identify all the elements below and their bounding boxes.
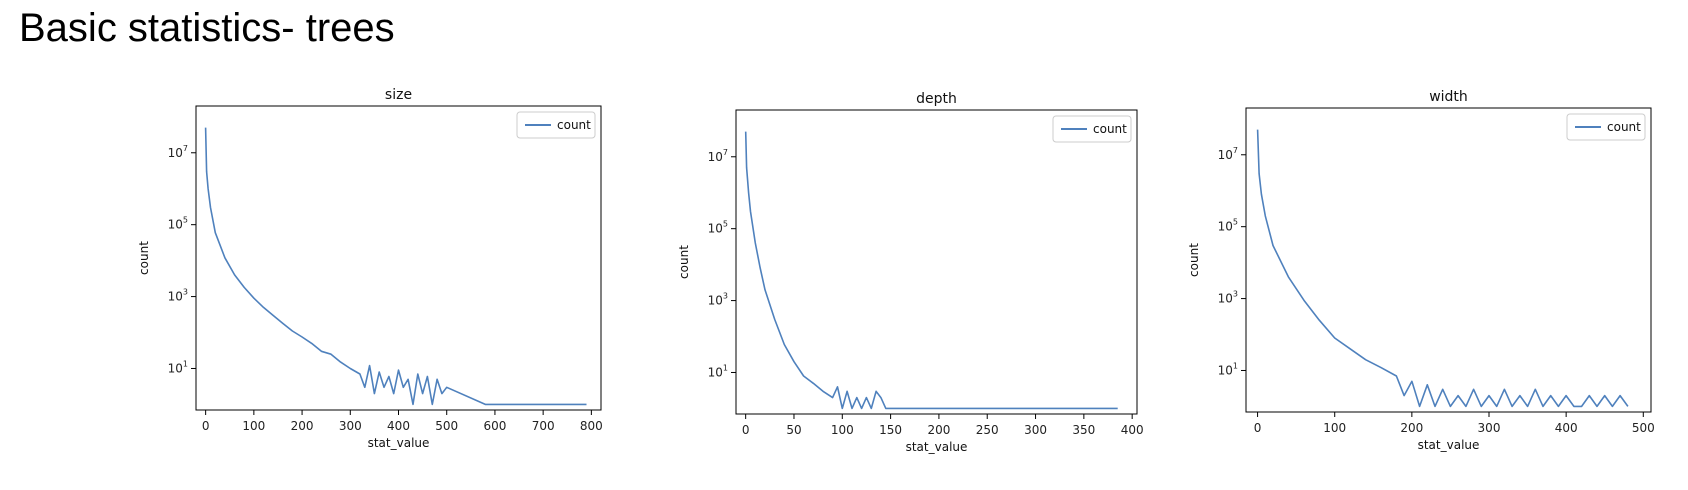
x-tick-label: 0 [742, 423, 750, 437]
x-tick-label: 300 [339, 419, 362, 433]
series-line-count [204, 127, 587, 406]
y-axis-label: count [137, 241, 151, 275]
x-axis-label: stat_value [368, 436, 430, 450]
y-tick-label: 103 [1218, 290, 1238, 306]
x-tick-label: 700 [532, 419, 555, 433]
legend-box [1566, 113, 1646, 141]
y-tick-label: 103 [168, 288, 188, 304]
x-tick-label: 350 [1072, 423, 1095, 437]
x-tick-label: 200 [927, 423, 950, 437]
legend-label: count [1093, 122, 1127, 136]
y-tick-label: 103 [708, 292, 728, 308]
x-tick-label: 200 [291, 419, 314, 433]
y-tick-label: 105 [708, 220, 728, 236]
x-tick-label: 800 [580, 419, 603, 433]
y-tick-label: 107 [708, 148, 728, 164]
x-tick-label: 300 [1478, 421, 1501, 435]
y-axis-label: count [677, 245, 691, 279]
slide-title: Basic statistics- trees [19, 6, 395, 50]
y-tick-label: 101 [708, 363, 728, 379]
legend-label: count [557, 118, 591, 132]
x-tick-label: 0 [1254, 421, 1262, 435]
x-tick-label: 500 [1632, 421, 1655, 435]
y-tick-label: 105 [168, 216, 188, 232]
y-axis-label: count [1187, 243, 1201, 277]
legend-box [516, 111, 596, 139]
x-tick-label: 600 [483, 419, 506, 433]
x-tick-label: 100 [831, 423, 854, 437]
chart-size: 0 100 200 300 400 500 600 700 800 101 103 105 107 siz… [137, 87, 603, 450]
plot-frame [1245, 107, 1652, 413]
x-tick-label: 200 [1400, 421, 1423, 435]
x-tick-label: 500 [435, 419, 458, 433]
x-tick-label: 250 [976, 423, 999, 437]
x-tick-label: 400 [1121, 423, 1144, 437]
chart-width: 0 100 200 300 400 500 101 103 105 107 width stat_va… [1187, 89, 1655, 452]
x-tick-label: 300 [1024, 423, 1047, 437]
y-tick-label: 107 [168, 144, 188, 160]
y-tick-label: 101 [1218, 361, 1238, 377]
series-line-count [1256, 129, 1629, 408]
series-line-count [744, 131, 1118, 410]
x-axis-label: stat_value [906, 440, 968, 454]
x-tick-label: 400 [387, 419, 410, 433]
chart-depth: 0 50 100 150 200 250 300 350 400 101 103 105 107 dept… [677, 91, 1144, 454]
plot-frame [735, 109, 1138, 415]
x-tick-label: 100 [1323, 421, 1346, 435]
y-tick-label: 105 [1218, 218, 1238, 234]
chart-title: depth [916, 91, 957, 107]
legend-label: count [1607, 120, 1641, 134]
x-tick-label: 100 [242, 419, 265, 433]
y-tick-label: 101 [168, 359, 188, 375]
chart-title: size [385, 87, 412, 103]
x-tick-label: 50 [786, 423, 801, 437]
x-axis-label: stat_value [1418, 438, 1480, 452]
plot-frame [195, 105, 602, 411]
x-tick-label: 0 [202, 419, 210, 433]
y-tick-label: 107 [1218, 146, 1238, 162]
x-tick-label: 150 [879, 423, 902, 437]
x-tick-label: 400 [1555, 421, 1578, 435]
chart-title: width [1429, 89, 1468, 105]
legend-box [1052, 115, 1132, 143]
